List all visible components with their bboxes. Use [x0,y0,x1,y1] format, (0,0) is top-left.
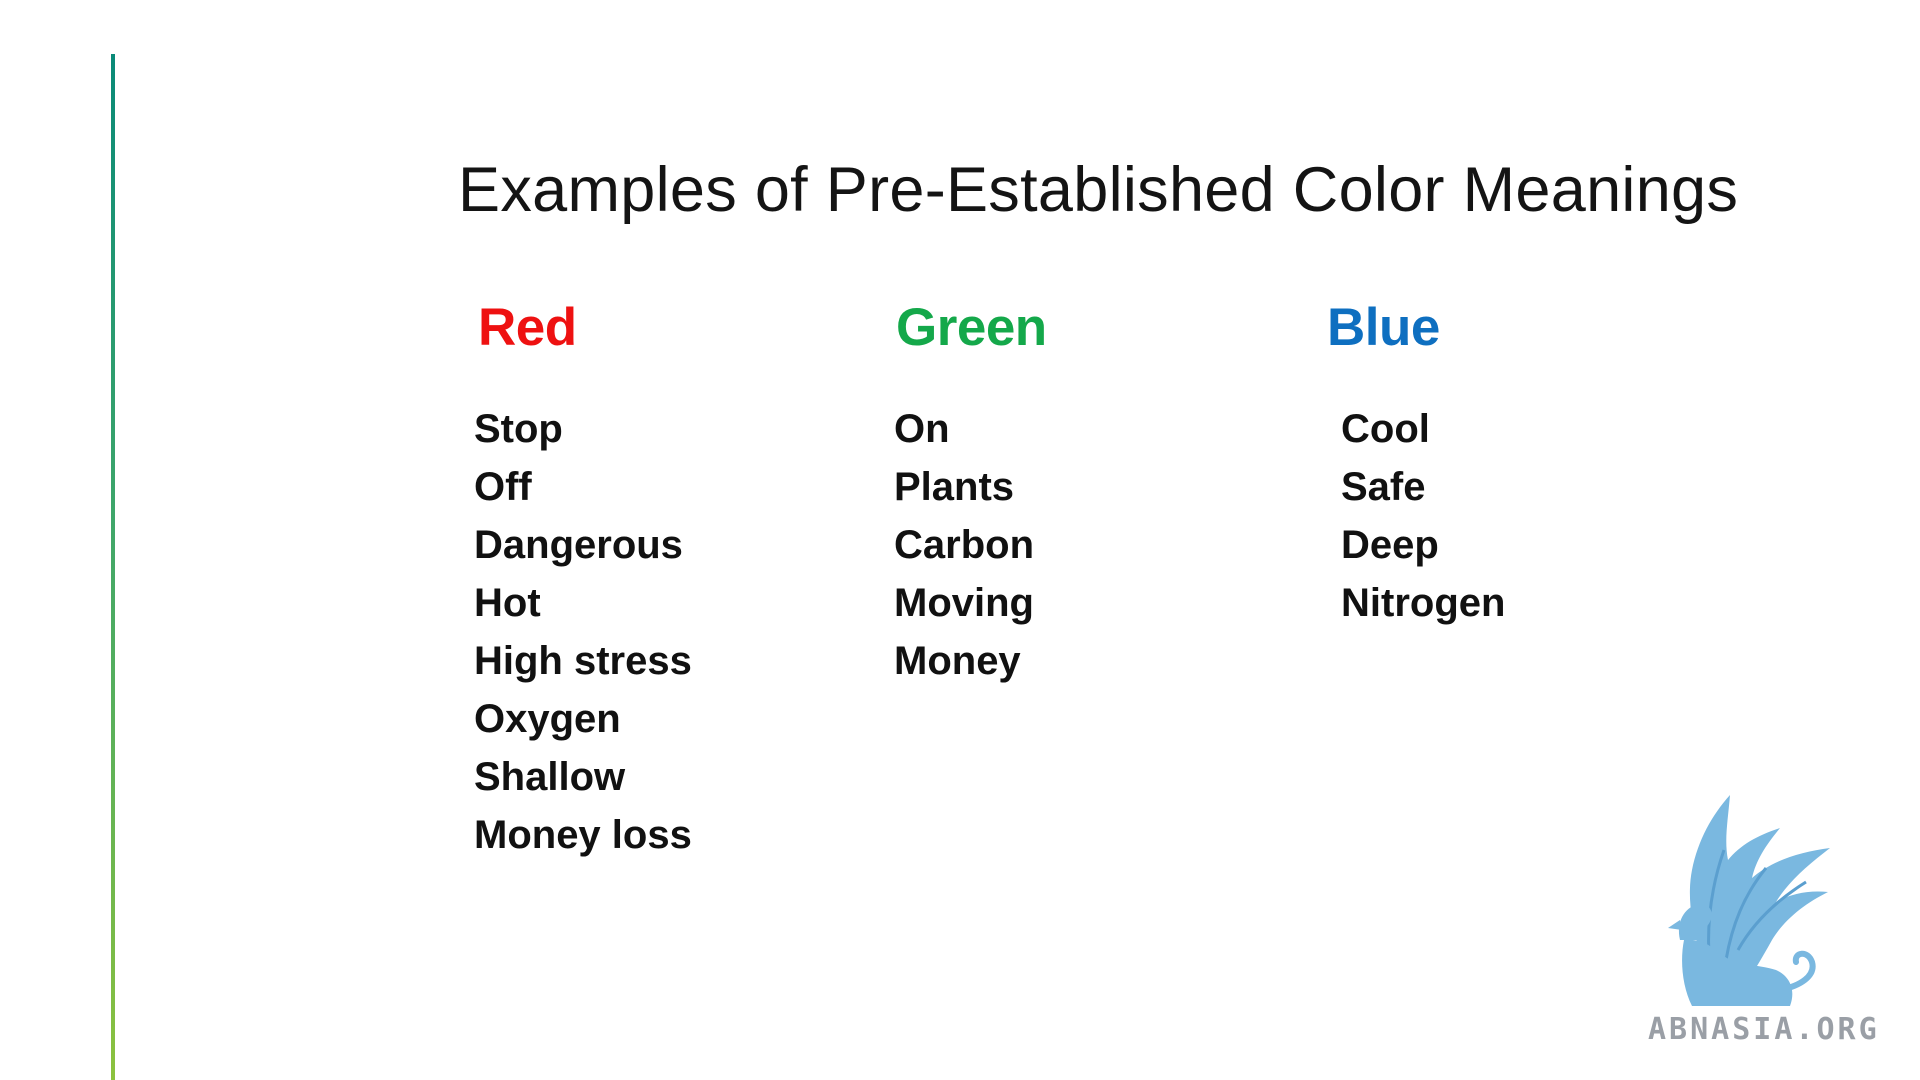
watermark-text: ABNASIA.ORG [1648,1012,1880,1047]
list-item: Hot [474,581,541,625]
column-heading-green: Green [896,298,1047,357]
watermark-logo: ABNASIA.ORG [1640,790,1920,1050]
list-item: On [894,407,950,451]
column-heading-blue: Blue [1327,298,1440,357]
list-item: Money loss [474,813,692,857]
list-item: Plants [894,465,1015,509]
list-item: Money [894,639,1021,683]
item-list-red: Stop Off Dangerous Hot High stress Oxyge… [474,400,692,864]
list-item: Stop [474,407,563,451]
list-item: Nitrogen [1341,581,1506,625]
list-item: Dangerous [474,523,683,567]
item-list-blue: Cool Safe Deep Nitrogen [1341,400,1505,632]
list-item: Moving [894,581,1034,625]
item-list-green: On Plants Carbon Moving Money [894,400,1047,690]
list-item: High stress [474,639,692,683]
column-green: Green On Plants Carbon Moving Money [894,294,1047,690]
column-heading-red: Red [478,298,577,357]
list-item: Shallow [474,755,626,799]
list-item: Oxygen [474,697,621,741]
column-blue: Blue Cool Safe Deep Nitrogen [1327,294,1505,632]
list-item: Safe [1341,465,1426,509]
list-item: Deep [1341,523,1439,567]
list-item: Off [474,465,532,509]
column-red: Red Stop Off Dangerous Hot High stress O… [474,294,692,864]
slide-title: Examples of Pre-Established Color Meanin… [458,155,1739,225]
list-item: Carbon [894,523,1034,567]
accent-line [111,54,115,1080]
list-item: Cool [1341,407,1430,451]
griffin-logo-icon [1668,795,1830,1006]
